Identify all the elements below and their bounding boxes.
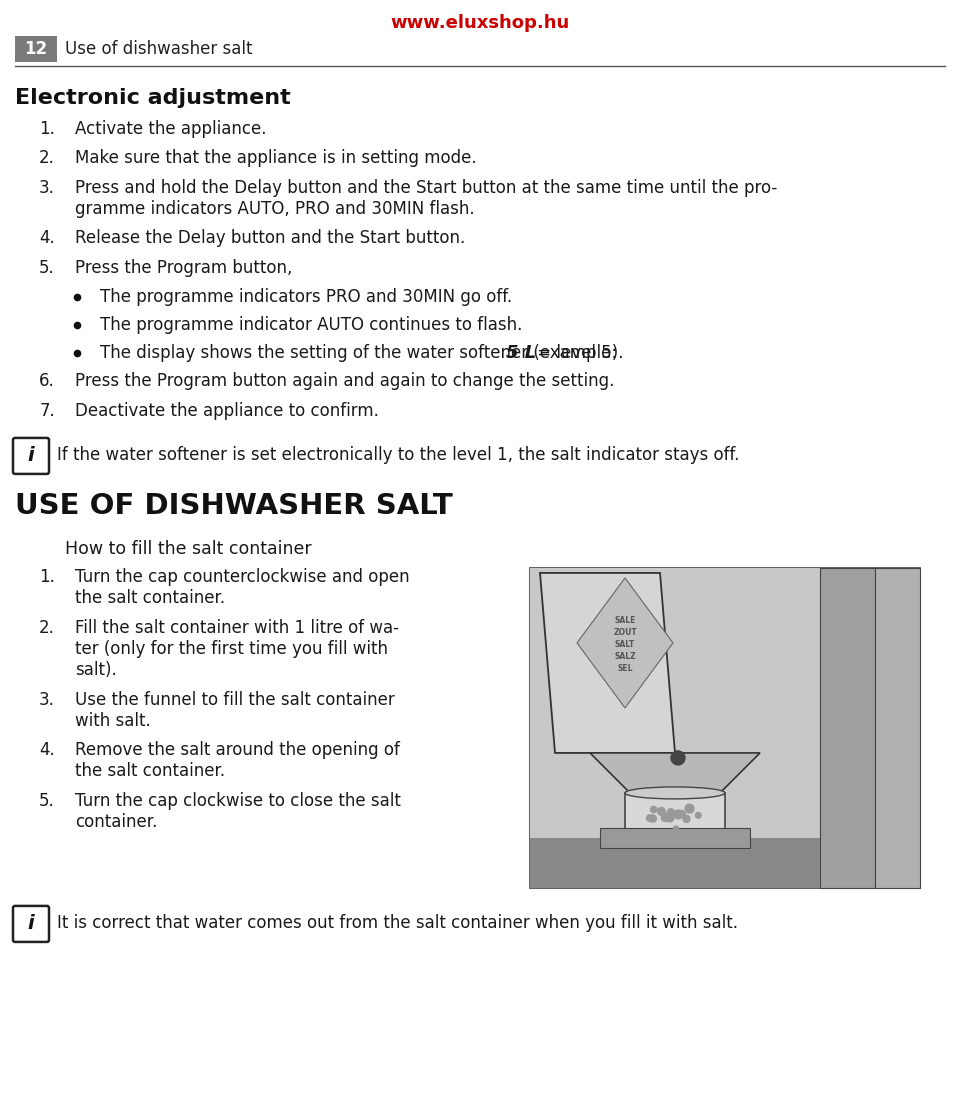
- Text: i: i: [28, 446, 35, 465]
- Ellipse shape: [625, 787, 725, 799]
- Circle shape: [651, 806, 657, 813]
- Text: 4.: 4.: [39, 230, 55, 248]
- FancyBboxPatch shape: [13, 905, 49, 942]
- Text: The display shows the setting of the water softener (example:: The display shows the setting of the wat…: [100, 343, 622, 362]
- Text: 4.: 4.: [39, 741, 55, 759]
- Bar: [530, 568, 920, 888]
- Text: 7.: 7.: [39, 401, 55, 420]
- Text: i: i: [28, 914, 35, 933]
- Circle shape: [649, 815, 657, 822]
- Circle shape: [666, 814, 674, 822]
- Text: Activate the appliance.: Activate the appliance.: [75, 120, 267, 138]
- Text: gramme indicators AUTO, PRO and 30MIN flash.: gramme indicators AUTO, PRO and 30MIN fl…: [75, 200, 474, 217]
- Circle shape: [674, 809, 683, 818]
- Text: the salt container.: the salt container.: [75, 763, 226, 780]
- Text: Electronic adjustment: Electronic adjustment: [15, 88, 291, 108]
- Text: Press and hold the Delay button and the Start button at the same time until the : Press and hold the Delay button and the …: [75, 178, 778, 196]
- Text: If the water softener is set electronically to the level 1, the salt indicator s: If the water softener is set electronica…: [57, 446, 739, 464]
- Circle shape: [695, 813, 701, 818]
- Text: 6.: 6.: [39, 372, 55, 390]
- Text: Remove the salt around the opening of: Remove the salt around the opening of: [75, 741, 400, 759]
- Text: ZOUT: ZOUT: [613, 629, 636, 638]
- Bar: [530, 568, 820, 888]
- Text: Turn the cap counterclockwise and open: Turn the cap counterclockwise and open: [75, 568, 410, 585]
- Text: Release the Delay button and the Start button.: Release the Delay button and the Start b…: [75, 230, 466, 248]
- Text: 1.: 1.: [39, 120, 55, 138]
- Circle shape: [636, 833, 644, 841]
- Polygon shape: [540, 573, 675, 753]
- Bar: [600, 828, 750, 847]
- Circle shape: [679, 837, 684, 843]
- Circle shape: [640, 834, 648, 842]
- Text: The programme indicator AUTO continues to flash.: The programme indicator AUTO continues t…: [100, 316, 522, 333]
- Circle shape: [680, 812, 685, 816]
- Text: ter (only for the first time you fill with: ter (only for the first time you fill wi…: [75, 640, 388, 658]
- Text: SALZ: SALZ: [614, 652, 636, 661]
- Text: SALT: SALT: [614, 640, 636, 649]
- Bar: [820, 568, 875, 888]
- Text: Press the Program button again and again to change the setting.: Press the Program button again and again…: [75, 372, 614, 390]
- Circle shape: [679, 811, 684, 816]
- Text: How to fill the salt container: How to fill the salt container: [65, 540, 312, 558]
- Circle shape: [669, 833, 675, 838]
- Text: Press the Program button,: Press the Program button,: [75, 259, 293, 277]
- Text: www.eluxshop.hu: www.eluxshop.hu: [391, 14, 569, 32]
- Bar: [530, 837, 820, 888]
- Text: Turn the cap clockwise to close the salt: Turn the cap clockwise to close the salt: [75, 792, 401, 809]
- Text: 12: 12: [24, 40, 48, 58]
- Circle shape: [671, 750, 685, 765]
- Text: container.: container.: [75, 813, 157, 831]
- Circle shape: [690, 836, 699, 845]
- Text: salt).: salt).: [75, 661, 117, 679]
- Text: Fill the salt container with 1 litre of wa-: Fill the salt container with 1 litre of …: [75, 619, 399, 637]
- Circle shape: [663, 813, 671, 822]
- Text: 3.: 3.: [39, 178, 55, 196]
- Text: SEL: SEL: [617, 665, 633, 673]
- Bar: [15, 36, 57, 62]
- Circle shape: [673, 826, 679, 832]
- Text: Make sure that the appliance is in setting mode.: Make sure that the appliance is in setti…: [75, 149, 476, 167]
- Text: 2.: 2.: [39, 619, 55, 637]
- Text: the salt container.: the salt container.: [75, 589, 226, 608]
- Circle shape: [661, 814, 668, 822]
- Circle shape: [685, 804, 694, 813]
- Circle shape: [646, 815, 653, 822]
- Circle shape: [647, 833, 653, 838]
- Text: 5 L: 5 L: [506, 343, 537, 362]
- FancyBboxPatch shape: [13, 438, 49, 474]
- Bar: [660, 818, 690, 847]
- Bar: [625, 793, 725, 873]
- Circle shape: [639, 836, 645, 843]
- Circle shape: [683, 815, 690, 823]
- Polygon shape: [577, 578, 673, 708]
- Text: 5.: 5.: [39, 792, 55, 809]
- Text: 5.: 5.: [39, 259, 55, 277]
- Text: 2.: 2.: [39, 149, 55, 167]
- Circle shape: [707, 832, 712, 837]
- Text: USE OF DISHWASHER SALT: USE OF DISHWASHER SALT: [15, 492, 453, 520]
- Circle shape: [662, 837, 670, 845]
- Text: = level 5).: = level 5).: [532, 343, 623, 362]
- Text: 3.: 3.: [39, 690, 55, 708]
- Text: Deactivate the appliance to confirm.: Deactivate the appliance to confirm.: [75, 401, 379, 420]
- Text: The programme indicators PRO and 30MIN go off.: The programme indicators PRO and 30MIN g…: [100, 288, 512, 306]
- Circle shape: [703, 837, 710, 846]
- Circle shape: [658, 807, 665, 815]
- Text: with salt.: with salt.: [75, 711, 151, 730]
- Text: Use of dishwasher salt: Use of dishwasher salt: [65, 40, 252, 58]
- Polygon shape: [590, 753, 760, 818]
- Text: 1.: 1.: [39, 568, 55, 585]
- Bar: [875, 568, 920, 888]
- Text: Use the funnel to fill the salt container: Use the funnel to fill the salt containe…: [75, 690, 395, 708]
- Text: It is correct that water comes out from the salt container when you fill it with: It is correct that water comes out from …: [57, 914, 738, 932]
- Circle shape: [667, 808, 674, 816]
- Text: SALE: SALE: [614, 617, 636, 626]
